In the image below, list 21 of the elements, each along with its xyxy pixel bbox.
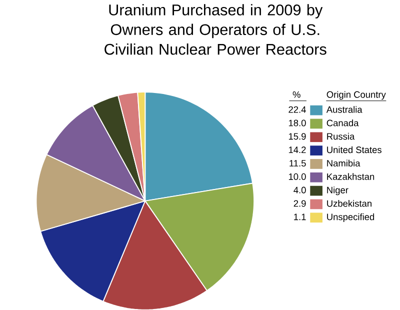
data-label: 18.0 [288, 120, 306, 126]
legend-label: Namibia [327, 160, 360, 166]
legend-label: Uzbekistan [327, 200, 372, 207]
data-label: 2.9 [294, 200, 306, 207]
data-label: 15.9 [288, 132, 306, 140]
legend-label: Niger [327, 186, 348, 195]
legend-label: Kazakhstan [327, 172, 374, 180]
legend-label: Russia [327, 132, 355, 140]
legend-label: Australia [326, 106, 362, 113]
data-label: 11.5 [290, 160, 306, 166]
data-label: 14.2 [288, 146, 306, 153]
data-label: 1.1 [294, 214, 306, 220]
chart-title: Uranium Purchased in 2009 by Owners and Operators of U.S. Civilian Nuclear Power Reactors [104, 4, 326, 55]
data-label: 22.4 [288, 106, 306, 113]
legend-label: United States [327, 146, 382, 153]
text: % [292, 91, 300, 98]
legend-title: Origin Country [326, 90, 386, 100]
legend-label: Unspecified [327, 213, 374, 222]
data-label: 10.0 [288, 173, 306, 180]
data-label: 4.0 [294, 186, 306, 194]
legend-label: Canada [326, 119, 359, 126]
